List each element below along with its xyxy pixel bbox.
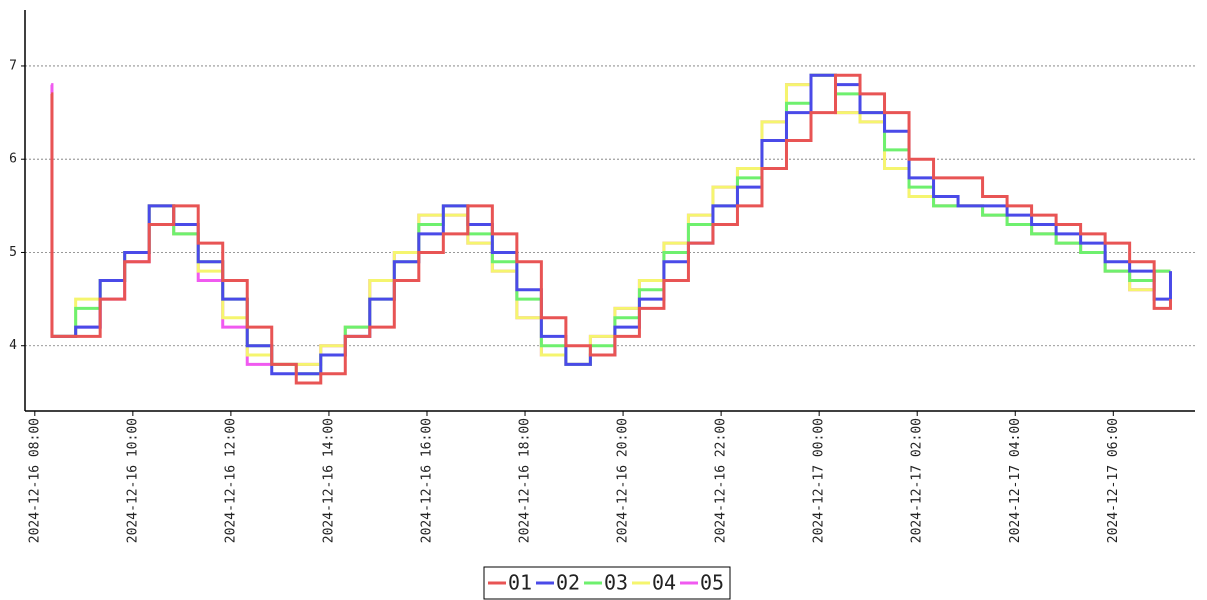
x-tick-label: 2024-12-16 18:00 (518, 418, 533, 543)
x-tick-label: 2024-12-16 16:00 (419, 418, 434, 543)
x-tick-label: 2024-12-17 06:00 (1106, 418, 1121, 543)
legend-label: 01 (508, 571, 532, 595)
x-tick-label: 2024-12-17 00:00 (812, 418, 827, 543)
series-line (50, 73, 1172, 385)
x-tick-label: 2024-12-16 08:00 (27, 418, 42, 543)
y-tick-label: 6 (9, 152, 17, 167)
series-line (51, 73, 1171, 366)
y-tick-label: 4 (9, 338, 17, 353)
x-tick-label: 2024-12-16 12:00 (223, 418, 238, 543)
legend-label: 02 (556, 571, 580, 595)
x-tick-label: 2024-12-17 02:00 (910, 418, 925, 543)
legend-label: 03 (604, 571, 628, 595)
legend: 01 02 03 04 05 (483, 566, 731, 600)
x-tick-label: 2024-12-16 10:00 (125, 418, 140, 543)
legend-label: 04 (652, 571, 676, 595)
series-line (50, 73, 1171, 366)
x-tick-label: 2024-12-16 14:00 (321, 418, 336, 543)
x-tick-label: 2024-12-16 20:00 (616, 418, 631, 543)
y-tick-label: 7 (9, 58, 17, 73)
x-tick-label: 2024-12-17 04:00 (1008, 418, 1023, 543)
legend-label: 05 (700, 571, 724, 595)
y-tick-label: 5 (9, 245, 17, 260)
series-line (51, 73, 1171, 376)
x-tick-label: 2024-12-16 22:00 (714, 418, 729, 543)
series-line (51, 73, 1172, 376)
